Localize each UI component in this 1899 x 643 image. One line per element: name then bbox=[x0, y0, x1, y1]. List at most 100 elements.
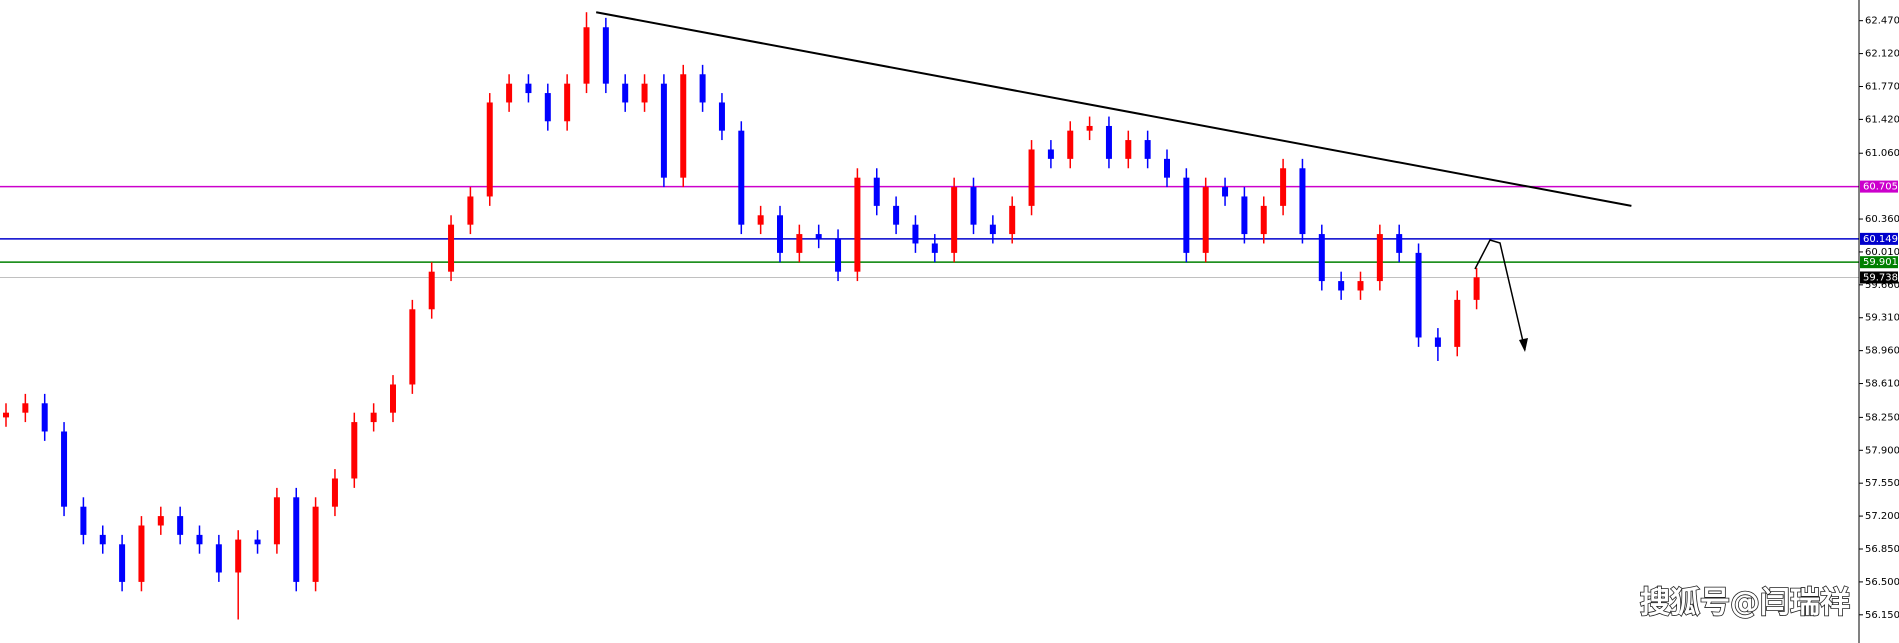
candle-body bbox=[1183, 177, 1190, 253]
candle-body bbox=[448, 224, 455, 272]
trendline bbox=[595, 11, 1632, 207]
candle-body bbox=[525, 83, 532, 94]
candle-body bbox=[777, 215, 783, 253]
candle-body bbox=[718, 102, 725, 131]
plot-area bbox=[0, 11, 1859, 620]
candle-body bbox=[235, 539, 242, 573]
y-tick-label: 56.500 bbox=[1865, 577, 1899, 588]
candle-body bbox=[1357, 281, 1364, 291]
candle-body bbox=[815, 234, 822, 239]
candle-body bbox=[196, 534, 203, 545]
candle-body bbox=[331, 478, 338, 507]
candle-body bbox=[1241, 196, 1248, 235]
y-tick-label: 57.200 bbox=[1865, 511, 1899, 522]
candle-body bbox=[912, 224, 919, 244]
level-label: 59.901 bbox=[1863, 257, 1898, 268]
candle-body bbox=[312, 506, 319, 582]
candle-body bbox=[1280, 168, 1287, 206]
candle-body bbox=[138, 525, 145, 582]
y-tick-label: 58.610 bbox=[1865, 379, 1899, 390]
candle-body bbox=[583, 27, 590, 84]
candle-body bbox=[3, 412, 9, 418]
candle-body bbox=[1260, 205, 1267, 235]
candle-body bbox=[273, 497, 280, 545]
y-tick-label: 59.310 bbox=[1865, 313, 1899, 324]
y-tick-label: 57.550 bbox=[1865, 478, 1899, 489]
candle-body bbox=[989, 224, 996, 235]
level-label: 60.149 bbox=[1863, 234, 1898, 245]
candle-body bbox=[893, 205, 900, 225]
candle-body bbox=[1086, 125, 1093, 131]
candle-body bbox=[177, 516, 184, 535]
candle-body bbox=[1067, 130, 1074, 159]
candle-body bbox=[22, 403, 29, 413]
candle-body bbox=[1338, 281, 1345, 291]
candle-body bbox=[796, 234, 803, 253]
candle-body bbox=[1028, 149, 1035, 206]
candle-body bbox=[409, 309, 416, 385]
level-label: 59.738 bbox=[1863, 273, 1898, 284]
candle-body bbox=[1376, 234, 1383, 282]
watermark: 搜狐号@闫瑞祥 bbox=[1640, 586, 1850, 621]
candle-body bbox=[641, 83, 648, 103]
candle-body bbox=[157, 516, 164, 526]
candle-body bbox=[1299, 168, 1306, 235]
candle-body bbox=[1434, 337, 1441, 347]
level-label-box bbox=[1860, 232, 1898, 245]
candle-body bbox=[370, 412, 377, 423]
candle-body bbox=[390, 384, 396, 413]
candle-body bbox=[467, 196, 474, 225]
candle-body bbox=[544, 93, 551, 122]
candle-body bbox=[680, 74, 687, 178]
candle-body bbox=[293, 497, 300, 582]
candle-body bbox=[428, 271, 435, 310]
price-axis: 62.470 62.120 61.770 61.420 61.060 60.360 60.0… bbox=[1859, 16, 1899, 621]
candle-body bbox=[757, 215, 764, 225]
candle-body bbox=[61, 431, 68, 507]
y-tick-label: 59.660 bbox=[1865, 280, 1899, 291]
candle-body bbox=[931, 243, 938, 253]
candle-body bbox=[254, 539, 261, 545]
y-tick-label: 61.420 bbox=[1865, 114, 1899, 125]
candle-body bbox=[506, 83, 513, 103]
candle-body bbox=[970, 187, 977, 225]
y-tick-label: 60.360 bbox=[1865, 214, 1899, 225]
candle-body bbox=[1396, 234, 1403, 253]
candle-body bbox=[486, 102, 493, 197]
candle-body bbox=[854, 177, 861, 272]
candle-body bbox=[873, 177, 880, 206]
level-label: 60.705 bbox=[1863, 182, 1898, 193]
projection-arrow bbox=[1474, 239, 1526, 351]
candle-body bbox=[351, 422, 358, 479]
candle-body bbox=[835, 238, 842, 272]
candle-body bbox=[1454, 299, 1461, 347]
y-tick-label: 61.770 bbox=[1865, 81, 1899, 92]
y-tick-label: 60.010 bbox=[1865, 247, 1899, 258]
candle-body bbox=[564, 83, 571, 122]
candle-body bbox=[951, 187, 958, 253]
candle-body bbox=[622, 83, 629, 103]
y-tick-label: 56.150 bbox=[1865, 610, 1899, 621]
y-tick-label: 56.850 bbox=[1865, 544, 1899, 555]
candle-body bbox=[215, 544, 222, 573]
candle-body bbox=[1202, 187, 1209, 253]
candle-body bbox=[99, 534, 106, 545]
arrow-head bbox=[1519, 338, 1528, 352]
candle-body bbox=[738, 130, 745, 225]
candle-body bbox=[1105, 125, 1112, 159]
candle-body bbox=[1473, 277, 1480, 300]
level-label-box bbox=[1860, 180, 1898, 193]
candle-body bbox=[1318, 234, 1325, 282]
level-label-box bbox=[1860, 271, 1898, 284]
candle-body bbox=[660, 83, 667, 178]
candle-body bbox=[119, 544, 126, 582]
level-label-box bbox=[1860, 256, 1898, 269]
candle-body bbox=[41, 403, 48, 432]
y-tick-label: 57.900 bbox=[1865, 445, 1899, 456]
candle-body bbox=[1144, 140, 1151, 159]
y-tick-label: 62.470 bbox=[1865, 16, 1899, 27]
candle-body bbox=[1415, 252, 1422, 338]
candle-body bbox=[699, 74, 706, 103]
